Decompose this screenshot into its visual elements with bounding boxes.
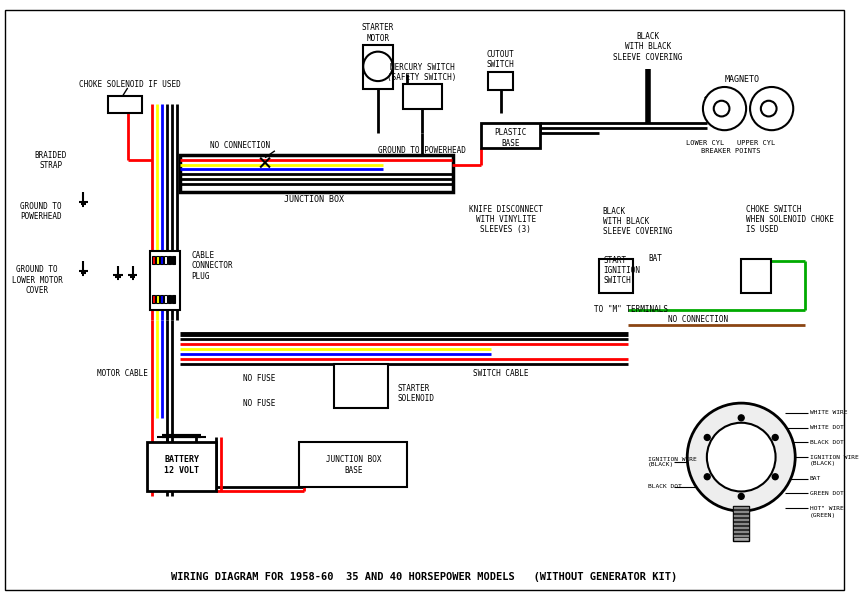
Text: UPPER CYL: UPPER CYL xyxy=(737,140,775,146)
Bar xyxy=(172,295,175,303)
Text: BAT: BAT xyxy=(648,254,662,264)
Bar xyxy=(734,526,749,529)
Circle shape xyxy=(707,423,776,491)
Bar xyxy=(741,259,771,293)
Text: NO FUSE: NO FUSE xyxy=(243,374,276,383)
Text: BAT: BAT xyxy=(810,476,821,481)
Bar xyxy=(164,295,167,303)
Bar xyxy=(172,256,175,264)
Circle shape xyxy=(772,474,778,480)
Circle shape xyxy=(772,435,778,440)
Text: GROUND TO
POWERHEAD: GROUND TO POWERHEAD xyxy=(21,202,62,221)
Bar xyxy=(152,295,155,303)
Text: KNIFE DISCONNECT
WITH VINYLITE
SLEEVES (3): KNIFE DISCONNECT WITH VINYLITE SLEEVES (… xyxy=(469,204,542,235)
Text: CABLE
CONNECTOR
PLUG: CABLE CONNECTOR PLUG xyxy=(191,251,233,280)
Bar xyxy=(734,518,749,521)
Text: CUTOUT
SWITCH: CUTOUT SWITCH xyxy=(487,50,515,69)
Bar xyxy=(160,256,163,264)
Bar xyxy=(108,96,143,113)
Text: BATTERY
12 VOLT: BATTERY 12 VOLT xyxy=(164,455,199,475)
Text: GROUND TO
LOWER MOTOR
COVER: GROUND TO LOWER MOTOR COVER xyxy=(12,265,63,295)
Circle shape xyxy=(704,435,710,440)
Bar xyxy=(599,259,633,293)
Circle shape xyxy=(363,52,393,81)
Text: MERCURY SWITCH
(SAFETY SWITCH): MERCURY SWITCH (SAFETY SWITCH) xyxy=(388,63,457,82)
Text: (GREEN): (GREEN) xyxy=(810,513,836,517)
Text: BRAIDED
STRAP: BRAIDED STRAP xyxy=(35,151,67,170)
Text: GROUND TO POWERHEAD: GROUND TO POWERHEAD xyxy=(378,147,466,156)
Bar xyxy=(147,443,216,491)
Text: MOTOR CABLE: MOTOR CABLE xyxy=(97,369,148,378)
Text: BLACK
WITH BLACK
SLEEVE COVERING: BLACK WITH BLACK SLEEVE COVERING xyxy=(603,207,672,236)
Circle shape xyxy=(687,403,795,511)
Text: IGNITION WIRE
(BLACK): IGNITION WIRE (BLACK) xyxy=(648,456,696,467)
Bar xyxy=(299,443,407,487)
Text: WHITE WIRE: WHITE WIRE xyxy=(810,411,848,415)
Bar xyxy=(334,364,388,408)
Bar xyxy=(734,506,749,509)
Bar xyxy=(734,530,749,532)
Text: STARTER
SOLENOID: STARTER SOLENOID xyxy=(398,384,434,403)
Text: PLASTIC
BASE: PLASTIC BASE xyxy=(494,128,527,148)
Bar xyxy=(152,256,155,264)
Bar xyxy=(488,72,514,90)
Bar xyxy=(160,295,163,303)
Bar xyxy=(734,506,749,540)
Text: GREEN DOT: GREEN DOT xyxy=(810,491,843,496)
Text: IGNITION WIRE: IGNITION WIRE xyxy=(810,455,859,459)
Bar xyxy=(168,295,170,303)
Text: CHOKE SOLENOID IF USED: CHOKE SOLENOID IF USED xyxy=(79,80,180,89)
Circle shape xyxy=(738,493,744,499)
Bar xyxy=(151,251,180,310)
Text: JUNCTION BOX: JUNCTION BOX xyxy=(285,195,344,204)
Bar xyxy=(363,45,393,89)
Text: WHITE DOT: WHITE DOT xyxy=(810,425,843,430)
Text: (BLACK): (BLACK) xyxy=(810,461,836,467)
Text: BLACK
WITH BLACK
SLEEVE COVERING: BLACK WITH BLACK SLEEVE COVERING xyxy=(613,32,682,62)
Text: BREAKER POINTS: BREAKER POINTS xyxy=(701,148,760,154)
Text: CHOKE SWITCH
WHEN SOLENOID CHOKE
IS USED: CHOKE SWITCH WHEN SOLENOID CHOKE IS USED xyxy=(746,204,834,235)
Bar xyxy=(156,256,159,264)
Text: NO FUSE: NO FUSE xyxy=(243,399,276,408)
Circle shape xyxy=(704,474,710,480)
Bar xyxy=(164,256,167,264)
Circle shape xyxy=(703,87,746,130)
Circle shape xyxy=(750,87,793,130)
Text: WIRING DIAGRAM FOR 1958-60  35 AND 40 HORSEPOWER MODELS   (WITHOUT GENERATOR KIT: WIRING DIAGRAM FOR 1958-60 35 AND 40 HOR… xyxy=(171,572,677,582)
Text: MAGNETO: MAGNETO xyxy=(725,75,759,84)
Bar xyxy=(481,123,540,148)
Text: STARTER
MOTOR: STARTER MOTOR xyxy=(362,24,394,43)
Bar xyxy=(734,514,749,517)
Text: NO CONNECTION: NO CONNECTION xyxy=(668,315,727,324)
Bar xyxy=(734,534,749,537)
Text: NO CONNECTION: NO CONNECTION xyxy=(210,141,271,150)
Text: LOWER CYL: LOWER CYL xyxy=(686,140,724,146)
Circle shape xyxy=(738,415,744,421)
Bar xyxy=(180,155,452,192)
Text: SWITCH CABLE: SWITCH CABLE xyxy=(473,369,529,378)
Text: JUNCTION BOX
BASE: JUNCTION BOX BASE xyxy=(326,455,381,475)
Circle shape xyxy=(714,101,729,116)
Text: START
IGNITION
SWITCH: START IGNITION SWITCH xyxy=(604,256,641,285)
Bar xyxy=(402,84,442,109)
Text: HOT" WIRE: HOT" WIRE xyxy=(810,506,843,511)
Text: BLACK DOT: BLACK DOT xyxy=(648,484,682,489)
Bar xyxy=(156,295,159,303)
Text: BLACK DOT: BLACK DOT xyxy=(810,440,843,445)
Bar xyxy=(734,522,749,525)
Bar xyxy=(734,510,749,513)
Circle shape xyxy=(761,101,777,116)
Text: TO "M" TERMINALS: TO "M" TERMINALS xyxy=(594,305,668,314)
Bar xyxy=(168,256,170,264)
